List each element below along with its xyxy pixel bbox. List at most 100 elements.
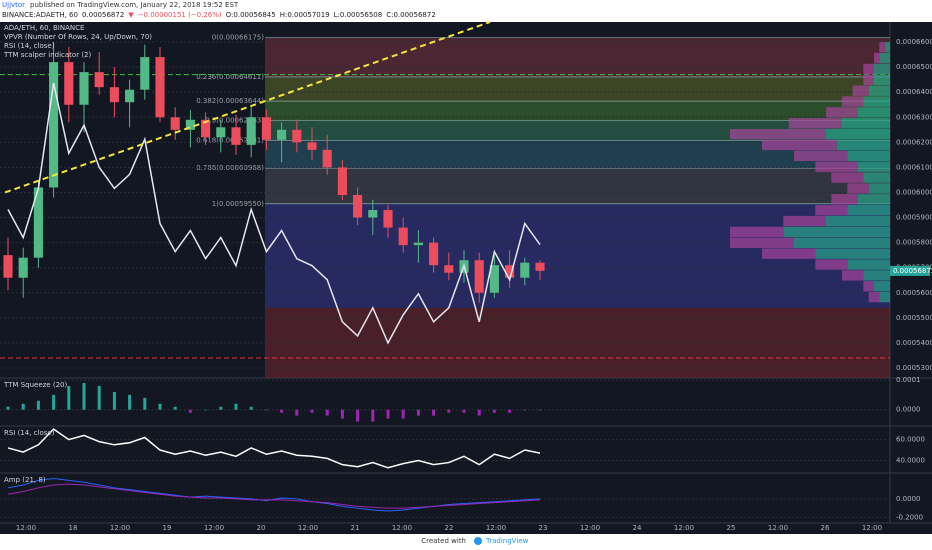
vpvr-up <box>884 42 890 53</box>
x-tick-label: 12:00 <box>486 524 506 532</box>
vpvr-up <box>879 291 890 303</box>
vpvr-up <box>874 74 890 86</box>
vpvr-up <box>863 270 890 281</box>
x-tick-label: 24 <box>633 524 642 532</box>
vpvr-up <box>868 85 890 96</box>
squeeze-bar <box>462 409 466 413</box>
pane-title: RSI (14, close) <box>4 429 55 437</box>
x-tick-label: 12:00 <box>298 524 318 532</box>
footer-brand: TradingView <box>485 537 529 545</box>
candle-body <box>383 210 393 228</box>
quote-part: H:0.00057019 <box>280 11 330 19</box>
candle-body <box>398 227 408 246</box>
squeeze-bar <box>356 409 360 422</box>
squeeze-bar <box>6 406 10 410</box>
squeeze-bar <box>97 386 101 410</box>
vpvr-down <box>794 150 848 162</box>
vpvr-down <box>847 183 869 194</box>
x-tick-label: 12:00 <box>204 524 224 532</box>
vpvr-down <box>842 96 864 107</box>
vpvr-down <box>762 248 816 259</box>
squeeze-bar <box>158 403 162 410</box>
candle-body <box>246 117 256 145</box>
vpvr-down <box>831 194 858 205</box>
vpvr-up <box>858 161 890 172</box>
fib-zone <box>265 76 890 102</box>
candle-body <box>33 187 43 258</box>
legend-entry: TTM scalper indicator (2) <box>3 51 91 59</box>
fib-zone <box>265 101 890 121</box>
candle-body <box>231 127 241 145</box>
vpvr-up <box>847 259 890 270</box>
candle-body <box>292 129 302 143</box>
candle-body <box>444 265 454 273</box>
x-tick-label: 25 <box>727 524 736 532</box>
squeeze-bar <box>432 409 436 416</box>
quote-part: ▼ <box>128 11 134 19</box>
candle-body <box>201 119 211 138</box>
vpvr-down <box>730 237 794 248</box>
pane-title: Amp (21, 8) <box>4 476 46 484</box>
squeeze-bar <box>67 386 71 410</box>
candle-body <box>49 62 59 188</box>
indicator-line <box>7 483 541 509</box>
vpvr-up <box>868 183 890 194</box>
fib-label: 0.5(0.00062863) <box>205 117 264 125</box>
squeeze-bar <box>325 409 329 416</box>
squeeze-bar <box>234 403 238 410</box>
vpvr-up <box>879 52 890 64</box>
candle-body <box>429 242 439 266</box>
fib-label: 0.236(0.00064611) <box>196 73 264 81</box>
rsi-overlay <box>7 82 541 345</box>
vpvr-down <box>783 215 826 227</box>
candle-body <box>3 255 13 278</box>
legend-entry: RSI (14, close) <box>4 42 55 50</box>
vpvr-down <box>815 205 848 216</box>
x-tick-label: 19 <box>163 524 172 532</box>
squeeze-bar <box>204 409 208 411</box>
y-tick-label: 0.0000 <box>896 406 921 414</box>
candle-body <box>18 257 28 278</box>
vpvr-down <box>842 270 864 281</box>
x-tick-label: 12:00 <box>110 524 130 532</box>
indicator-line <box>7 428 541 469</box>
candle-body <box>109 87 119 103</box>
squeeze-bar <box>492 409 496 413</box>
candle-body <box>353 194 363 218</box>
candle-body <box>170 117 180 130</box>
quote-part: C:0.00056872 <box>386 11 436 19</box>
candle-body <box>155 57 165 118</box>
y-tick-label: -0.2000 <box>896 513 923 521</box>
quote-part: O:0.00056845 <box>226 11 276 19</box>
y-tick-label: 40.0000 <box>896 456 925 464</box>
squeeze-bar <box>143 397 147 410</box>
vpvr-down <box>874 52 880 64</box>
squeeze-bar <box>538 409 542 411</box>
footer-text: Created with <box>421 537 466 545</box>
squeeze-bar <box>128 394 132 410</box>
squeeze-bar <box>523 409 527 411</box>
x-tick-label: 12:00 <box>862 524 882 532</box>
vpvr-up <box>836 139 890 151</box>
tv-logo <box>474 537 482 545</box>
candle-body <box>520 262 530 278</box>
vpvr-down <box>730 128 826 140</box>
published: published on TradingView.com, January 22… <box>30 1 239 9</box>
squeeze-bar <box>52 394 56 410</box>
vpvr-up <box>826 215 890 227</box>
candle-body <box>125 89 135 103</box>
vpvr-down <box>863 281 874 292</box>
squeeze-bar <box>477 409 481 416</box>
vpvr-down <box>863 74 874 86</box>
fib-label: 0.786(0.00060968) <box>196 164 264 172</box>
squeeze-bar <box>173 406 177 410</box>
candle-body <box>94 72 104 88</box>
